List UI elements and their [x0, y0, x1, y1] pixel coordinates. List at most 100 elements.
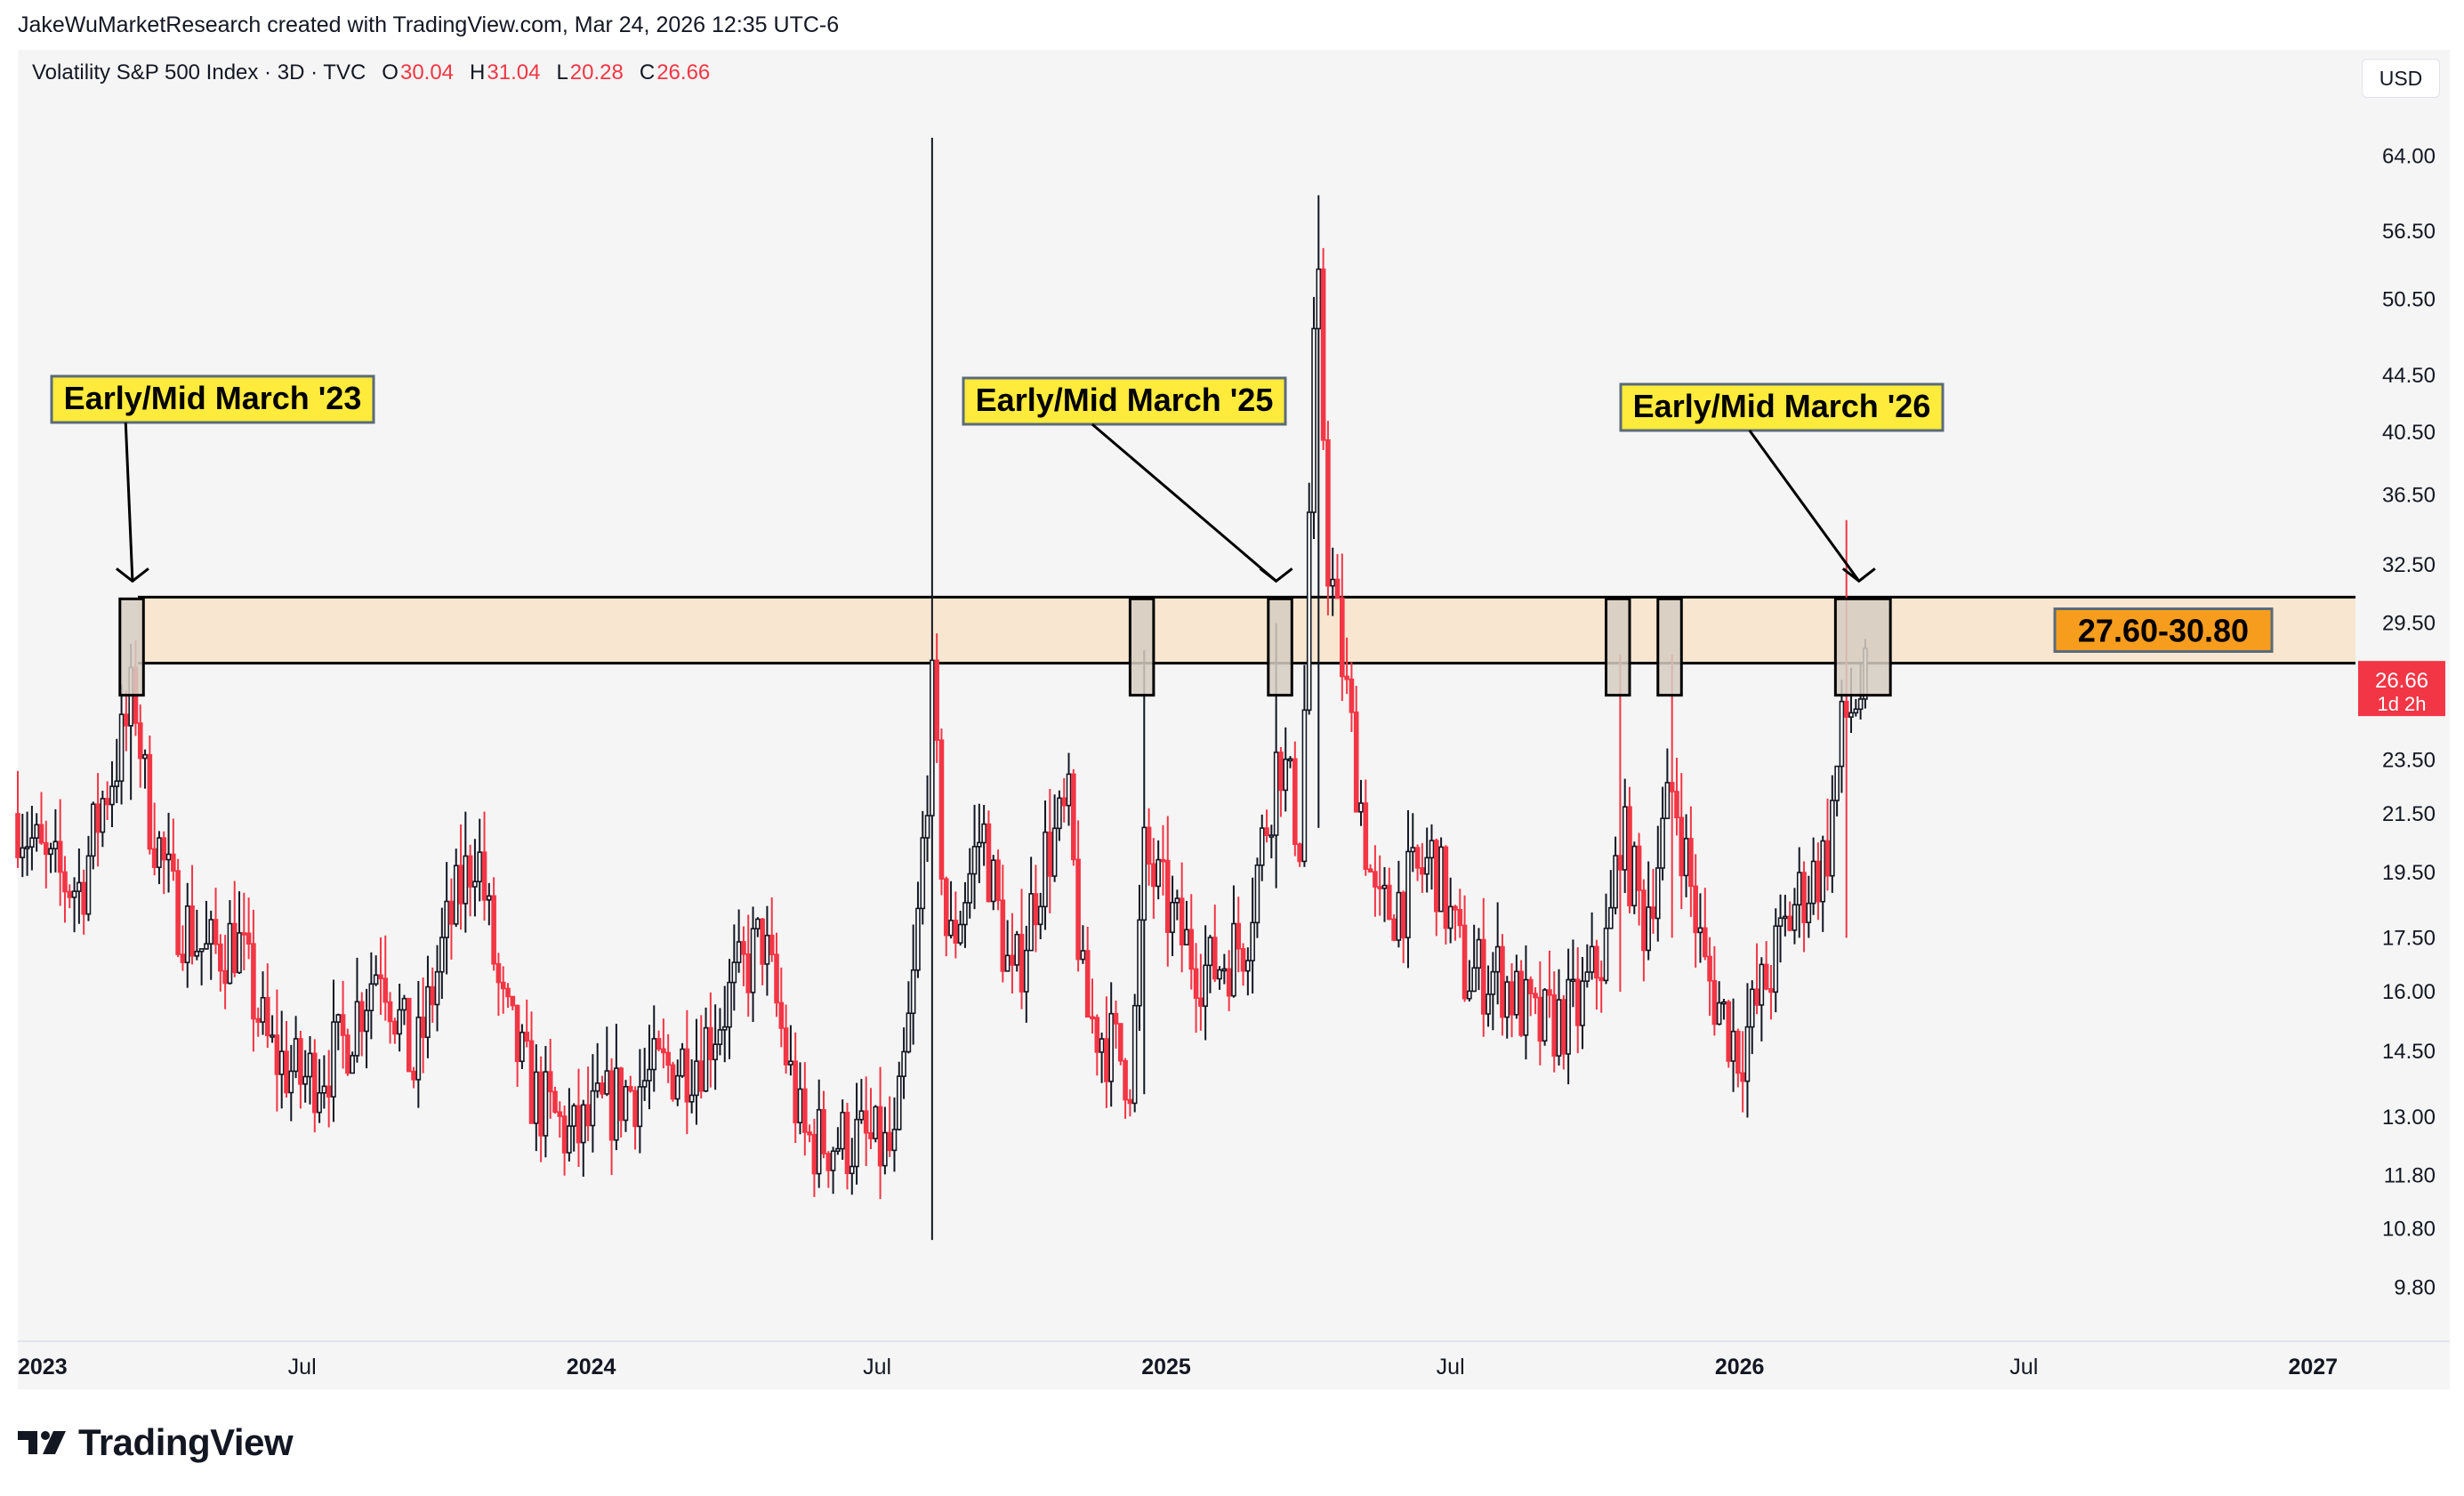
- y-tick-label: 21.50: [2382, 802, 2436, 826]
- last-price-countdown: 1d 2h: [2377, 693, 2426, 715]
- candle-body: [524, 1031, 530, 1042]
- candle-body: [844, 1112, 850, 1175]
- chart-pane[interactable]: [18, 50, 2450, 1389]
- candle: [1400, 890, 1406, 963]
- candle: [1188, 894, 1195, 990]
- candle: [62, 856, 68, 923]
- candle: [557, 1101, 563, 1138]
- tradingview-branding[interactable]: TradingView: [18, 1421, 294, 1464]
- candle-body: [1429, 840, 1435, 859]
- candle-body: [835, 1147, 841, 1153]
- candle-body: [750, 928, 756, 993]
- candle: [477, 818, 483, 902]
- candle: [1693, 854, 1698, 968]
- candle-body: [151, 848, 157, 868]
- candle: [745, 914, 752, 1017]
- candle: [825, 1151, 832, 1188]
- highlight-box: [1267, 597, 1293, 697]
- candle-body: [1245, 960, 1251, 972]
- candle-body: [632, 1090, 638, 1128]
- candle: [995, 849, 1001, 911]
- candle-body: [165, 853, 172, 861]
- candle-body: [415, 1017, 422, 1081]
- annotation-1: Early/Mid March '23: [50, 374, 375, 583]
- candle-body: [1721, 1001, 1727, 1005]
- candle-body: [345, 1034, 350, 1074]
- candle-body: [887, 1131, 892, 1152]
- candle-body: [1221, 968, 1228, 972]
- candle: [1108, 982, 1114, 1107]
- candle: [882, 1106, 888, 1175]
- candle-body: [1090, 1016, 1095, 1020]
- candle: [1537, 961, 1543, 1066]
- candle: [1768, 964, 1774, 1020]
- candle: [444, 862, 449, 975]
- candle-body: [760, 918, 765, 965]
- candle-body: [204, 943, 209, 950]
- candle-body: [246, 932, 252, 945]
- candle-body: [534, 1071, 539, 1124]
- candle-body: [1373, 871, 1378, 888]
- candle-body: [208, 919, 214, 945]
- candle-body: [731, 961, 737, 984]
- candle-body: [1824, 840, 1831, 877]
- candle-body: [670, 1064, 676, 1100]
- candle: [1759, 957, 1765, 1042]
- candle: [1589, 912, 1595, 980]
- candle: [100, 790, 106, 848]
- candle: [298, 1030, 303, 1109]
- candle-body: [840, 1112, 845, 1150]
- symbol-title: Volatility S&P 500 Index · 3D · TVC: [32, 60, 366, 84]
- highlight-box: [1128, 597, 1156, 697]
- candle: [157, 831, 162, 884]
- candle: [1622, 778, 1628, 894]
- candle: [547, 1039, 553, 1119]
- candle-body: [90, 803, 96, 857]
- candle: [1283, 727, 1289, 812]
- candle-body: [1613, 855, 1618, 909]
- candle: [1340, 553, 1345, 702]
- candle-body: [358, 1001, 365, 1033]
- candle-body: [684, 1048, 690, 1103]
- candle: [246, 897, 252, 960]
- candle: [1330, 547, 1336, 616]
- candle-body: [157, 837, 162, 868]
- candle: [854, 1082, 859, 1185]
- candle: [1810, 837, 1816, 915]
- candle: [1669, 654, 1675, 938]
- candle: [656, 1030, 662, 1052]
- candle: [1471, 924, 1477, 993]
- currency-button[interactable]: USD: [2362, 59, 2440, 98]
- candle-body: [1480, 938, 1486, 1015]
- candle-body: [778, 1001, 785, 1029]
- candle: [1170, 875, 1175, 957]
- candle: [401, 994, 407, 1025]
- candle-body: [882, 1131, 888, 1167]
- candle: [392, 1017, 398, 1044]
- candle-body: [1580, 980, 1585, 1026]
- candle-body: [1019, 933, 1025, 993]
- candle: [95, 773, 101, 867]
- candle-body: [420, 1017, 426, 1039]
- candle: [920, 810, 926, 925]
- candle-body: [373, 974, 379, 985]
- candle-body: [618, 1067, 624, 1122]
- candle-body: [1486, 993, 1491, 1015]
- candle-body: [270, 1034, 275, 1038]
- candle-body: [788, 1060, 793, 1066]
- candle: [1608, 870, 1614, 929]
- candle-body: [1117, 1023, 1123, 1062]
- candle-body: [1523, 978, 1529, 1036]
- candle-body: [302, 1075, 308, 1085]
- candle: [901, 1027, 906, 1099]
- candle-body: [1759, 963, 1765, 1006]
- candle-body: [1320, 268, 1326, 441]
- support-resistance-zone-layer: [138, 595, 2355, 665]
- y-tick-label: 17.50: [2382, 926, 2436, 950]
- candle: [1443, 845, 1449, 945]
- candle: [500, 966, 506, 1014]
- candle-body: [48, 848, 53, 856]
- candle: [1179, 862, 1185, 973]
- candle: [251, 909, 256, 1052]
